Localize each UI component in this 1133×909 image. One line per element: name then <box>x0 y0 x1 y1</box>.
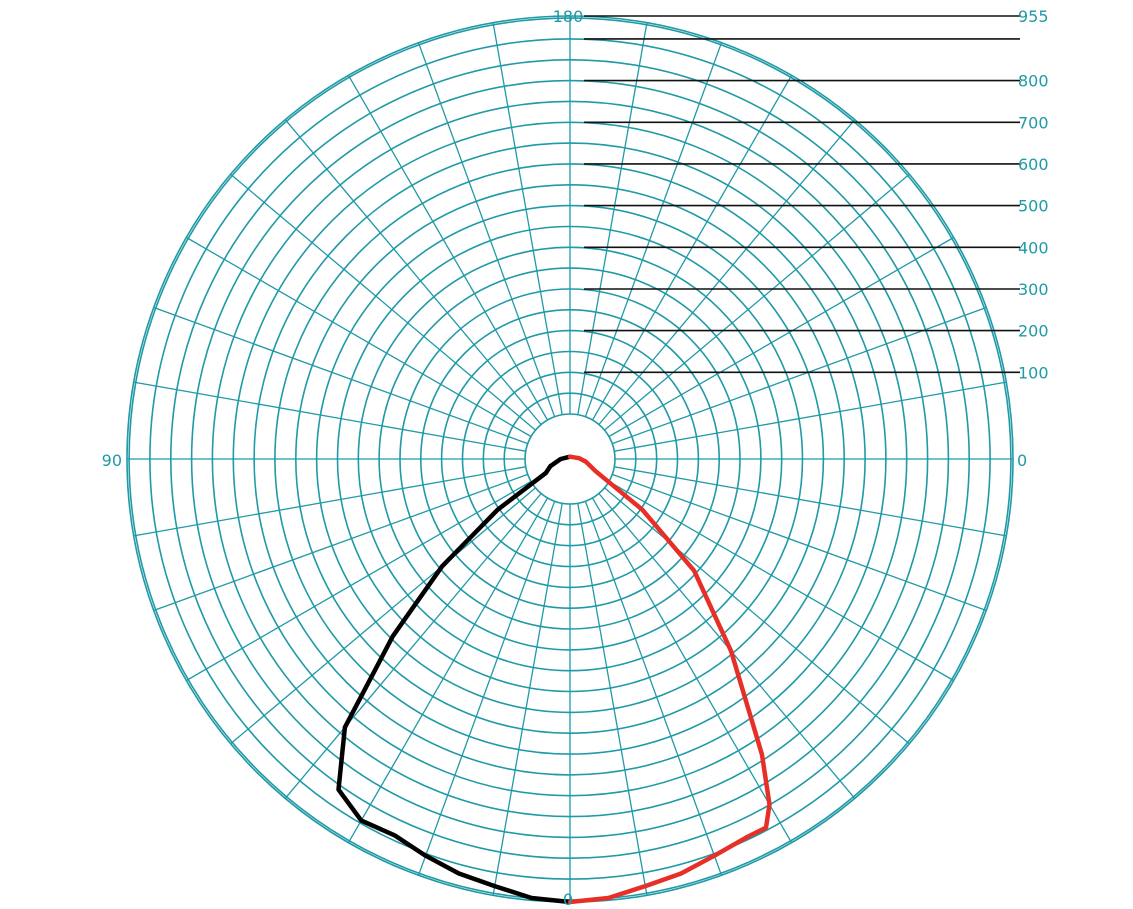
radial-tick-labels: 100 200 300 400 500 600 700 800 955 <box>1018 7 1049 382</box>
radial-tick-label: 700 <box>1018 113 1049 132</box>
grid-spoke <box>347 497 549 843</box>
grid-spoke <box>614 466 1007 537</box>
radial-tick-label: 200 <box>1018 322 1049 341</box>
grid-spoke <box>604 173 910 431</box>
radial-tick-label: 955 <box>1018 7 1049 26</box>
curve-left <box>336 454 573 905</box>
grid-spoke <box>608 480 954 682</box>
grid-spoke <box>604 487 910 745</box>
grid-spoke <box>284 119 542 425</box>
grid-spoke <box>614 381 1007 452</box>
grid-spoke <box>584 42 723 417</box>
radial-scale-lines <box>584 15 1020 374</box>
angle-label-left: 90 <box>102 451 122 470</box>
grid-spoke <box>591 497 793 843</box>
labels: 180 0 90 0 <box>102 7 1028 909</box>
intensity-curves <box>336 454 772 905</box>
grid-spokes <box>127 16 1013 902</box>
grid-spoke <box>608 236 954 438</box>
radial-tick-label: 100 <box>1018 363 1049 382</box>
angle-label-top: 180 <box>553 7 584 26</box>
grid-spoke <box>133 381 526 452</box>
grid-spoke <box>186 236 532 438</box>
grid-spoke <box>492 503 563 896</box>
grid-spoke <box>284 493 542 799</box>
grid-spoke <box>230 487 536 745</box>
curve-right <box>567 454 772 905</box>
grid-spoke <box>347 75 549 421</box>
grid-spoke <box>492 22 563 415</box>
grid-spoke <box>417 501 556 876</box>
grid-spoke <box>577 503 648 896</box>
grid-spoke <box>153 306 528 445</box>
radial-tick-label: 600 <box>1018 155 1049 174</box>
angle-label-right: 0 <box>1017 451 1027 470</box>
radial-tick-label: 400 <box>1018 238 1049 257</box>
radial-tick-label: 800 <box>1018 72 1049 91</box>
grid-spoke <box>577 22 648 415</box>
grid-spoke <box>612 473 987 612</box>
grid-spoke <box>598 119 856 425</box>
grid-spoke <box>186 480 532 682</box>
grid-spoke <box>230 173 536 431</box>
angle-label-bottom: 0 <box>563 890 573 909</box>
grid-spoke <box>133 466 526 537</box>
grid-spoke <box>153 473 528 612</box>
grid-spoke <box>584 501 723 876</box>
radial-tick-label: 300 <box>1018 280 1049 299</box>
radial-tick-label: 500 <box>1018 197 1049 216</box>
grid-spoke <box>417 42 556 417</box>
